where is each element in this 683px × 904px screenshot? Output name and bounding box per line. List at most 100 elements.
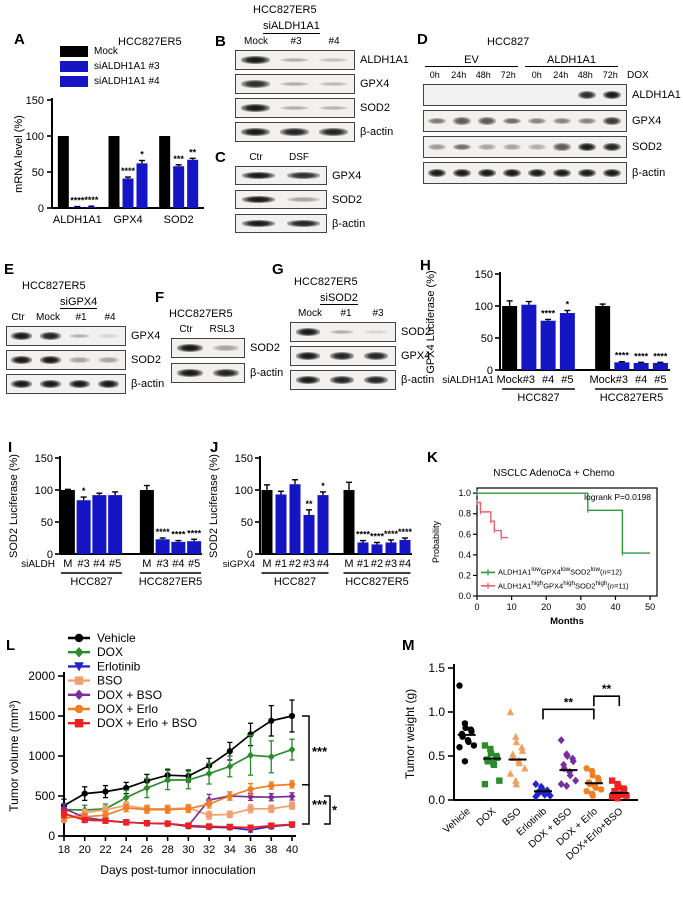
significance-marker: *: [82, 486, 86, 496]
lane-label: #1: [340, 308, 352, 319]
panel-k: K NSCLC AdenoCa + Chemo 0.0 0.2 0.4 0.6 0.8 1…: [425, 450, 683, 627]
blot-protein-label: β-actin: [332, 217, 366, 230]
data-point: [484, 758, 492, 765]
panel-d-group-ev: EV: [425, 54, 518, 67]
timepoint-label: 48h: [475, 70, 491, 80]
panel-c-blots: GPX4 SOD2 β-actin: [235, 166, 365, 238]
survival-curve: [477, 501, 509, 539]
svg-text:0: 0: [48, 829, 55, 843]
data-point: [102, 817, 109, 824]
panel-a-letter: A: [14, 31, 25, 48]
series-line: [63, 804, 293, 821]
data-point: [102, 806, 109, 813]
blot-band: [363, 329, 389, 334]
significance-marker: ****: [384, 529, 399, 539]
svg-text:20: 20: [541, 602, 551, 612]
blot-band: [287, 197, 320, 202]
data-point: [247, 805, 254, 812]
blot-band: [280, 57, 309, 63]
legend-label: BSO: [97, 674, 122, 688]
x-tick-label: 30: [182, 844, 194, 856]
significance-marker: ****: [121, 166, 136, 176]
blot-band: [527, 117, 546, 125]
y-axis-label: Tumor weight (g): [403, 689, 417, 779]
data-point: [288, 745, 296, 754]
blot-band: [552, 169, 571, 177]
bar: [343, 490, 355, 554]
data-point: [74, 646, 84, 658]
timepoint-label: 0h: [531, 70, 542, 80]
bar: [595, 306, 611, 370]
y-axis-label: Tumor volume (mm³): [7, 700, 21, 812]
blot-band: [11, 332, 32, 340]
svg-text:50: 50: [41, 517, 53, 529]
significance-marker: ****: [541, 308, 556, 318]
panel-d-letter: D: [417, 31, 428, 48]
svg-text:30: 30: [576, 602, 586, 612]
data-point: [623, 792, 630, 799]
blot-band: [241, 128, 270, 136]
category-label: #1: [275, 558, 287, 570]
legend-label-si3: siALDH1A1 #3: [94, 61, 160, 72]
category-label: #4: [542, 374, 554, 386]
data-point: [608, 793, 616, 800]
data-point: [185, 805, 192, 812]
category-label: #5: [654, 374, 666, 386]
data-point: [164, 776, 172, 784]
category-label: #5: [561, 374, 573, 386]
y-axis-label: SOD2 Luciferase (%): [8, 454, 20, 558]
data-point: [60, 810, 68, 817]
category-label: #5: [188, 558, 200, 570]
legend-label: ALDH1A1highGPX4highSOD2high(n=11): [498, 579, 629, 591]
bar: [108, 136, 120, 208]
significance-marker: ****: [398, 527, 413, 537]
blot-band: [329, 329, 355, 335]
data-point: [509, 750, 517, 758]
significance-marker: ****: [370, 531, 385, 541]
blot-band-row: [6, 350, 126, 370]
panel-e-letter: E: [4, 261, 15, 278]
bar: [173, 166, 185, 208]
blot-band: [241, 56, 270, 64]
blot-protein-label: β-actin: [131, 378, 165, 390]
blot-band: [577, 117, 596, 125]
legend-label: DOX + BSO: [97, 688, 162, 702]
data-point: [267, 752, 275, 761]
blot-band: [363, 352, 389, 360]
svg-text:150: 150: [26, 95, 44, 107]
data-point: [456, 744, 463, 751]
svg-text:50: 50: [241, 517, 253, 529]
blot-band: [242, 172, 275, 179]
category-label: M: [344, 558, 353, 570]
blot-band: [69, 380, 90, 388]
blot-band: [319, 57, 348, 63]
blot-band: [452, 117, 471, 125]
lane-label: #4: [328, 36, 340, 47]
panel-h: H 0 50 100 150 Mock #3 **** #4 * #5 Mock **** #3 ****…: [420, 258, 683, 418]
x-tick-label: 34: [224, 844, 236, 856]
bar: [521, 304, 537, 370]
blot-protein-label: β-actin: [250, 367, 284, 379]
blot-band: [552, 143, 571, 151]
data-point: [541, 790, 549, 799]
blot-band: [280, 81, 309, 87]
panel-b-lanes: Mock #3 #4: [235, 36, 353, 47]
legend-label-si4: siALDH1A1 #4: [94, 76, 160, 87]
x-tick-label: 28: [162, 844, 174, 856]
data-point: [572, 776, 580, 785]
data-point: [569, 757, 577, 766]
blot-band: [502, 117, 521, 125]
y-axis-label: SOD2 Luciferase (%): [208, 454, 220, 558]
category-label: #3: [157, 558, 169, 570]
data-point: [226, 762, 234, 771]
blot-band: [242, 220, 275, 227]
data-point: [470, 742, 478, 749]
category-label: #3: [385, 558, 397, 570]
svg-text:0: 0: [474, 602, 479, 612]
blot-protein-label: SOD2: [250, 342, 280, 354]
blot-protein-label: GPX4: [401, 350, 431, 362]
data-point: [102, 788, 109, 795]
data-point: [268, 805, 275, 812]
blot-band-row: [290, 370, 396, 390]
